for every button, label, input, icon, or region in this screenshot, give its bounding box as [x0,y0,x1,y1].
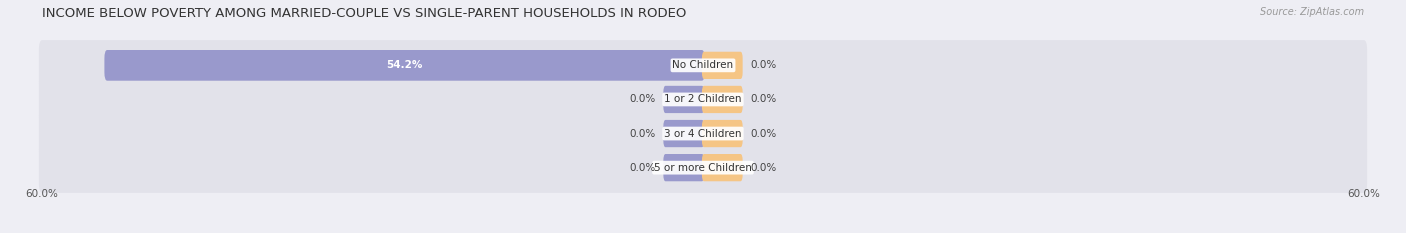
FancyBboxPatch shape [702,154,742,181]
FancyBboxPatch shape [39,142,1367,193]
FancyBboxPatch shape [104,50,704,81]
FancyBboxPatch shape [664,86,704,113]
Text: No Children: No Children [672,60,734,70]
FancyBboxPatch shape [39,108,1367,159]
Text: 3 or 4 Children: 3 or 4 Children [664,129,742,139]
FancyBboxPatch shape [39,74,1367,125]
FancyBboxPatch shape [702,86,742,113]
FancyBboxPatch shape [702,120,742,147]
Text: 0.0%: 0.0% [751,163,776,173]
Text: 1 or 2 Children: 1 or 2 Children [664,94,742,104]
Text: 0.0%: 0.0% [751,60,776,70]
Text: 54.2%: 54.2% [387,60,423,70]
Text: 0.0%: 0.0% [630,94,655,104]
Text: 0.0%: 0.0% [630,163,655,173]
Text: 0.0%: 0.0% [630,129,655,139]
FancyBboxPatch shape [664,120,704,147]
Text: 0.0%: 0.0% [751,94,776,104]
Text: INCOME BELOW POVERTY AMONG MARRIED-COUPLE VS SINGLE-PARENT HOUSEHOLDS IN RODEO: INCOME BELOW POVERTY AMONG MARRIED-COUPL… [42,7,686,20]
FancyBboxPatch shape [664,154,704,181]
Text: 5 or more Children: 5 or more Children [654,163,752,173]
FancyBboxPatch shape [39,40,1367,91]
FancyBboxPatch shape [702,52,742,79]
Text: 0.0%: 0.0% [751,129,776,139]
Text: Source: ZipAtlas.com: Source: ZipAtlas.com [1260,7,1364,17]
